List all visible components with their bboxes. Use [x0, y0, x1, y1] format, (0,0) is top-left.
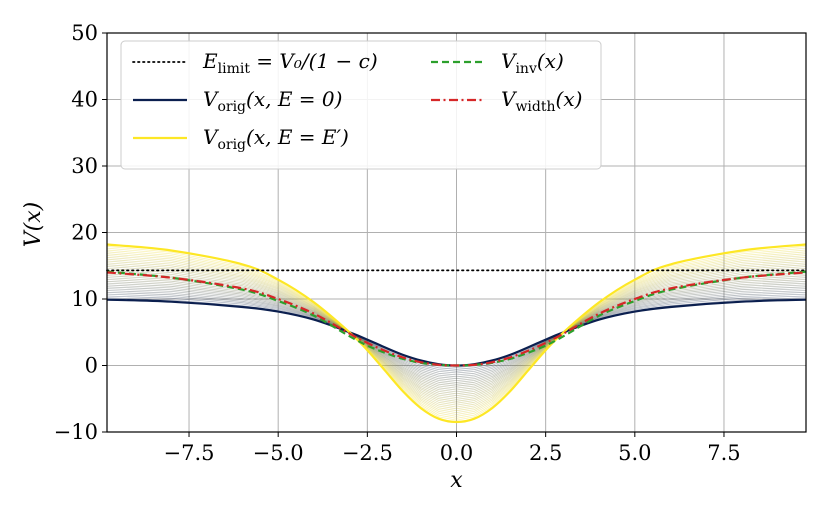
x-tick-label: 2.5 [529, 441, 562, 465]
y-tick-label: 10 [71, 287, 98, 311]
band-curve [106, 271, 807, 395]
x-tick-label: −5.0 [253, 441, 304, 465]
band-curve [106, 293, 807, 372]
legend-label: Vinv(x) [501, 49, 564, 77]
band-curve [106, 291, 807, 374]
x-tick-label: 7.5 [707, 441, 740, 465]
band-curve [106, 258, 807, 408]
band-curve [106, 256, 807, 410]
y-tick-label: 20 [71, 221, 98, 245]
y-tick-label: 30 [71, 154, 98, 178]
band-curve [106, 264, 807, 402]
band-curve [106, 251, 807, 415]
x-tick-label: 5.0 [618, 441, 651, 465]
band-curve [106, 255, 807, 412]
series-lines [106, 243, 807, 424]
band-curve [106, 260, 807, 406]
band-curve [106, 249, 807, 417]
band-curve [106, 273, 807, 393]
x-axis-ticks: −7.5 −5.0 −2.5 0.0 2.5 5.0 7.5 [164, 432, 741, 465]
x-tick-label: −7.5 [164, 441, 215, 465]
legend-label: Vorig(x, E = E′) [203, 125, 349, 153]
v-orig-eprime-line [106, 243, 807, 424]
band-curve [106, 247, 807, 419]
band-curve [106, 286, 807, 380]
x-tick-label: −2.5 [342, 441, 393, 465]
y-tick-label: −10 [54, 420, 98, 444]
x-axis-label: x [450, 468, 463, 493]
band-curve [106, 262, 807, 404]
band-curve [106, 266, 807, 400]
band-curve [106, 290, 807, 376]
y-tick-label: 40 [71, 88, 98, 112]
legend-label: Elimit = V₀/(1 − c) [202, 49, 378, 77]
band-curve [106, 268, 807, 398]
x-tick-label: 0.0 [440, 441, 473, 465]
y-axis-label: V(x) [21, 202, 46, 247]
legend-label: Vorig(x, E = 0) [203, 87, 342, 115]
y-tick-label: 0 [85, 354, 98, 378]
band-curve [106, 288, 807, 378]
legend-label: Vwidth(x) [501, 87, 582, 115]
band-curve [106, 253, 807, 414]
v-width-line [106, 271, 807, 367]
band-curve [106, 269, 807, 397]
legend: Elimit = V₀/(1 − c) Vorig(x, E = 0) Vorig(… [120, 40, 602, 170]
y-axis-ticks: −10 0 10 20 30 40 50 [54, 21, 107, 444]
band-curve [106, 245, 807, 421]
y-tick-label: 50 [71, 21, 98, 45]
legend-box [120, 40, 602, 170]
